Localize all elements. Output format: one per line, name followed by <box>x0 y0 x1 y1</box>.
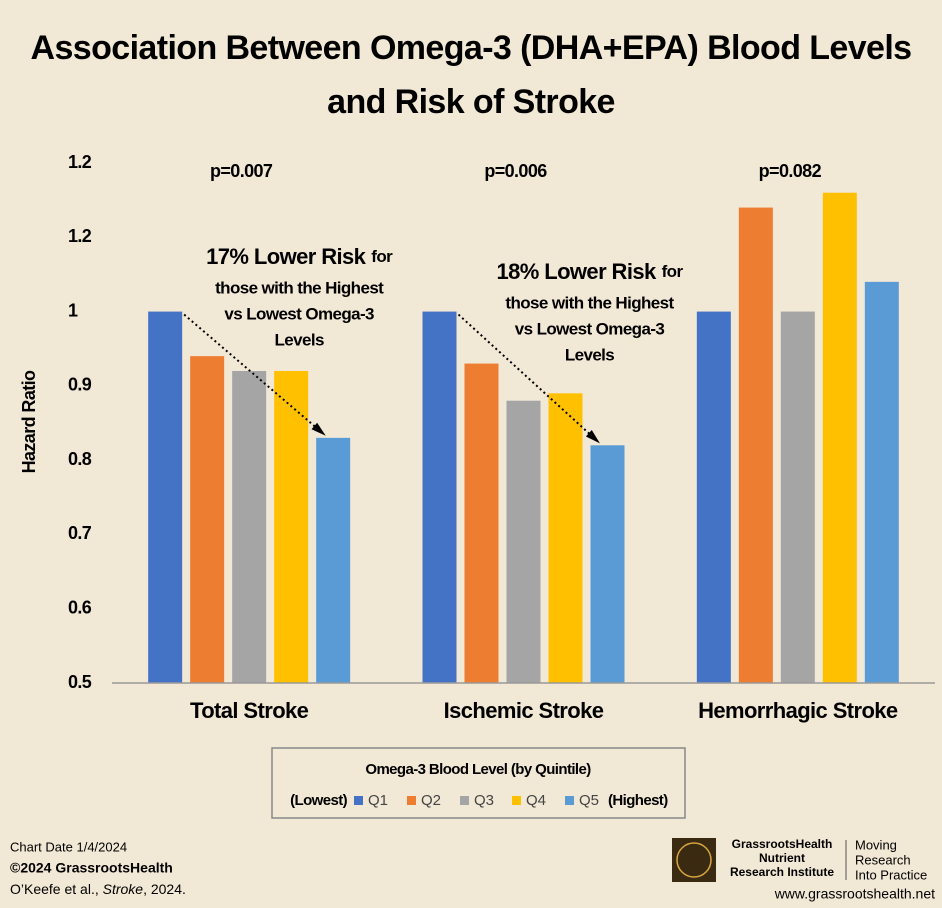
bar <box>590 445 625 683</box>
bar <box>148 311 183 683</box>
risk-arrow <box>183 313 322 433</box>
legend-swatch <box>512 796 521 805</box>
y-tick-label: 0.7 <box>68 523 92 543</box>
y-tick-label: 1 <box>68 300 78 320</box>
y-tick-label: 0.6 <box>68 597 92 617</box>
risk-arrowhead <box>585 430 600 444</box>
legend-suffix: (Highest) <box>608 792 668 809</box>
chart-title: and Risk of Stroke <box>327 83 615 121</box>
bar <box>696 311 731 683</box>
bar <box>548 393 583 683</box>
legend-swatch <box>354 796 363 805</box>
citation-text: , 2024. <box>143 881 186 897</box>
bar <box>464 363 499 683</box>
citation: O’Keefe et al., Stroke, 2024. <box>10 881 186 897</box>
bar <box>738 207 773 684</box>
y-axis-title: Hazard Ratio <box>19 370 39 473</box>
bar <box>780 311 815 683</box>
logo-tagline: Into Practice <box>855 867 927 882</box>
legend-label: Q1 <box>368 792 388 809</box>
risk-headline: 18% Lower Risk <box>497 259 657 284</box>
legend-label: Q3 <box>474 792 494 809</box>
bar <box>506 400 541 683</box>
y-tick-label: 1.2 <box>68 152 92 172</box>
legend-box <box>271 747 686 819</box>
citation-journal: Stroke <box>103 881 144 897</box>
logo-name: Research Institute <box>730 865 834 879</box>
legend-title: Omega-3 Blood Level (by Quintile) <box>365 761 591 778</box>
y-tick-label: 0.9 <box>68 375 92 395</box>
x-tick-label: Total Stroke <box>190 698 309 723</box>
x-tick-label: Hemorrhagic Stroke <box>698 698 898 723</box>
legend-swatch <box>460 796 469 805</box>
risk-text: Levels <box>275 330 324 349</box>
bar <box>316 437 351 683</box>
bar <box>864 281 899 683</box>
p-value: p=0.006 <box>484 161 547 181</box>
p-value: p=0.082 <box>759 161 822 181</box>
logo-name: Nutrient <box>759 851 805 865</box>
p-value: p=0.007 <box>210 161 273 181</box>
risk-text: vs Lowest Omega-3 <box>224 304 374 323</box>
logo-name: GrassrootsHealth <box>732 837 833 851</box>
y-tick-label: 0.5 <box>68 672 92 692</box>
bar <box>422 311 457 683</box>
logo-tagline: Moving <box>855 837 897 852</box>
logo-url: www.grassrootshealth.net <box>774 886 935 902</box>
risk-text: for <box>371 247 393 266</box>
legend-swatch <box>407 796 416 805</box>
y-tick-label: 0.8 <box>68 449 92 469</box>
bar <box>190 356 225 683</box>
chart-title: Association Between Omega-3 (DHA+EPA) Bl… <box>31 29 912 67</box>
risk-arrow <box>457 313 597 441</box>
logo-image <box>672 838 716 882</box>
bar <box>232 371 267 683</box>
bar <box>822 192 857 683</box>
legend-swatch <box>565 796 574 805</box>
risk-headline: 17% Lower Risk <box>206 244 366 269</box>
risk-text: for <box>662 262 684 281</box>
logo-figure <box>676 842 712 878</box>
bar <box>274 371 309 683</box>
legend-label: Q4 <box>526 792 546 809</box>
y-tick-label: 1.2 <box>68 226 92 246</box>
risk-note: 17% Lower Risk for <box>206 244 393 269</box>
risk-text: those with the Highest <box>505 293 674 312</box>
copyright: ©2024 GrassrootsHealth <box>10 860 173 876</box>
chart-date: Chart Date 1/4/2024 <box>10 839 127 854</box>
risk-text: Levels <box>565 345 614 364</box>
risk-text: vs Lowest Omega-3 <box>515 319 665 338</box>
risk-arrowhead <box>311 422 326 436</box>
x-tick-label: Ischemic Stroke <box>444 698 604 723</box>
citation-text: O’Keefe et al., <box>10 881 103 897</box>
risk-note: 18% Lower Risk for <box>497 259 684 284</box>
legend-prefix: (Lowest) <box>290 792 347 809</box>
legend-label: Q5 <box>579 792 599 809</box>
risk-text: those with the Highest <box>215 278 384 297</box>
legend-label: Q2 <box>421 792 441 809</box>
logo-tagline: Research <box>855 852 911 867</box>
